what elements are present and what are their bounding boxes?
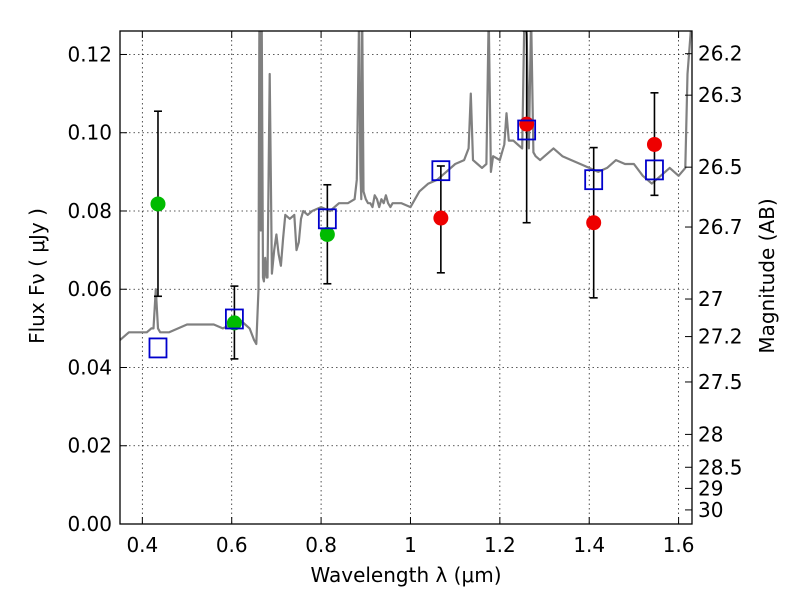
y-tick-label: 0.02 (67, 434, 112, 458)
y-tick-label: 0.04 (67, 355, 112, 379)
x-tick-label: 1.6 (663, 533, 695, 557)
plot-frame (119, 30, 693, 525)
y2-tick-label: 27 (698, 287, 723, 311)
model-square-point (645, 159, 664, 181)
y2-tick-label: 27.2 (698, 325, 743, 349)
x-tick-label: 0.6 (216, 533, 248, 557)
y2-tick-label: 26.2 (698, 42, 743, 66)
marker-layer (148, 116, 664, 359)
y-tick-label: 0.00 (67, 512, 112, 536)
grid (120, 31, 692, 525)
red-flux-point (646, 136, 662, 152)
x-axis-ticks: 0.4 0.6 0.8 1 1.2 1.4 1.6 (126, 31, 695, 557)
model-square-point (517, 119, 537, 141)
y2-tick-label: 26.7 (698, 215, 743, 239)
y-tick-label: 0.06 (67, 277, 112, 301)
model-spectrum-line (120, 31, 692, 346)
y2-tick-label: 28.5 (698, 455, 743, 479)
x-tick-label: 0.8 (305, 533, 337, 557)
y2-tick-label: 26.5 (698, 155, 743, 179)
y2-tick-label: 29 (698, 476, 723, 500)
y-tick-label: 0.10 (67, 121, 112, 145)
y-tick-label: 0.08 (67, 199, 112, 223)
y-tick-label: 0.12 (67, 42, 112, 66)
x-tick-label: 1 (404, 533, 417, 557)
red-flux-point (519, 116, 535, 132)
model-square-point (224, 308, 244, 330)
x-tick-label: 1.4 (573, 533, 605, 557)
model-square-point (148, 337, 168, 359)
x-tick-label: 0.4 (126, 533, 158, 557)
model-square-point (431, 160, 451, 182)
y2-tick-label: 30 (698, 498, 723, 522)
x-axis-title: Wavelength λ (μm) (310, 563, 501, 587)
red-flux-point (433, 210, 449, 226)
y2-axis-title: Magnitude (AB) (755, 198, 779, 353)
y-axis-ticks: 0.00 0.02 0.04 0.06 0.08 0.10 0.12 (67, 42, 127, 536)
y2-tick-label: 28 (698, 422, 723, 446)
green-flux-point (150, 196, 166, 212)
y2-tick-label: 27.5 (698, 370, 743, 394)
model-square-point (584, 169, 604, 191)
spectrum-layer (120, 31, 692, 346)
green-flux-point (319, 226, 335, 242)
y2-tick-label: 26.3 (698, 83, 743, 107)
y-axis-title: Flux Fν ( μJy ) (25, 208, 49, 344)
x-tick-label: 1.2 (484, 533, 516, 557)
green-flux-point (226, 315, 242, 331)
model-square-point (317, 208, 337, 230)
red-flux-point (586, 215, 602, 231)
